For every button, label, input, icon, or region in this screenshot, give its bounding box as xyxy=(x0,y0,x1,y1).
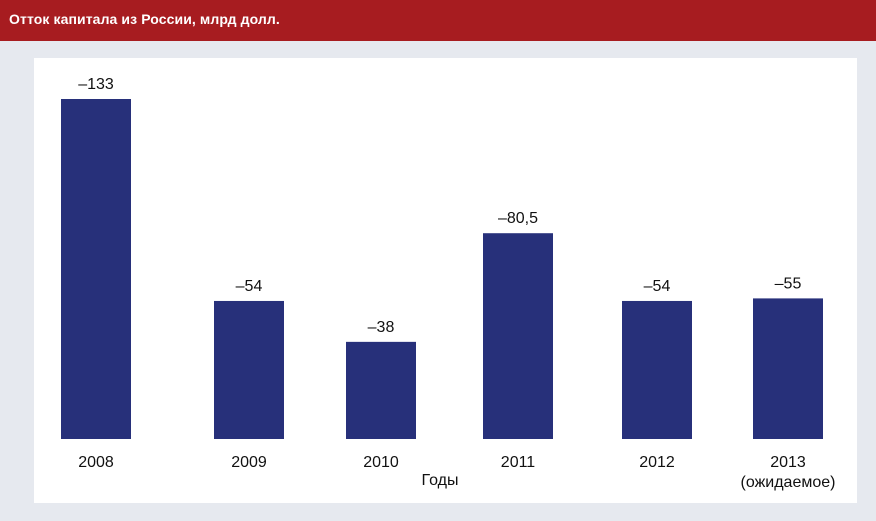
chart-panel xyxy=(34,58,857,503)
bar-value-label-2009: –54 xyxy=(236,278,263,295)
bar-2013 xyxy=(753,298,823,439)
x-tick-label-2009: 2009 xyxy=(231,454,267,471)
bar-value-label-2012: –54 xyxy=(644,278,671,295)
x-axis-label: Годы xyxy=(422,472,459,489)
x-tick-label-2008: 2008 xyxy=(78,454,114,471)
bar-value-label-2011: –80,5 xyxy=(498,210,538,227)
bar-2008 xyxy=(61,99,131,439)
bar-value-label-2008: –133 xyxy=(78,76,114,93)
chart-title: Отток капитала из России, млрд долл. xyxy=(9,11,280,27)
x-tick-note-2013: (ожидаемое) xyxy=(741,474,836,491)
x-tick-label-2012: 2012 xyxy=(639,454,675,471)
bar-2009 xyxy=(214,300,284,439)
bar-2011 xyxy=(483,233,553,439)
x-tick-label-2010: 2010 xyxy=(363,454,399,471)
bar-2010 xyxy=(346,341,416,439)
x-tick-label-2013: 2013 xyxy=(770,454,806,471)
x-tick-label-2011: 2011 xyxy=(501,454,536,471)
bar-value-label-2010: –38 xyxy=(368,319,395,336)
chart-header: Отток капитала из России, млрд долл. xyxy=(0,0,876,41)
bar-value-label-2013: –55 xyxy=(775,275,802,292)
bar-2012 xyxy=(622,300,692,439)
